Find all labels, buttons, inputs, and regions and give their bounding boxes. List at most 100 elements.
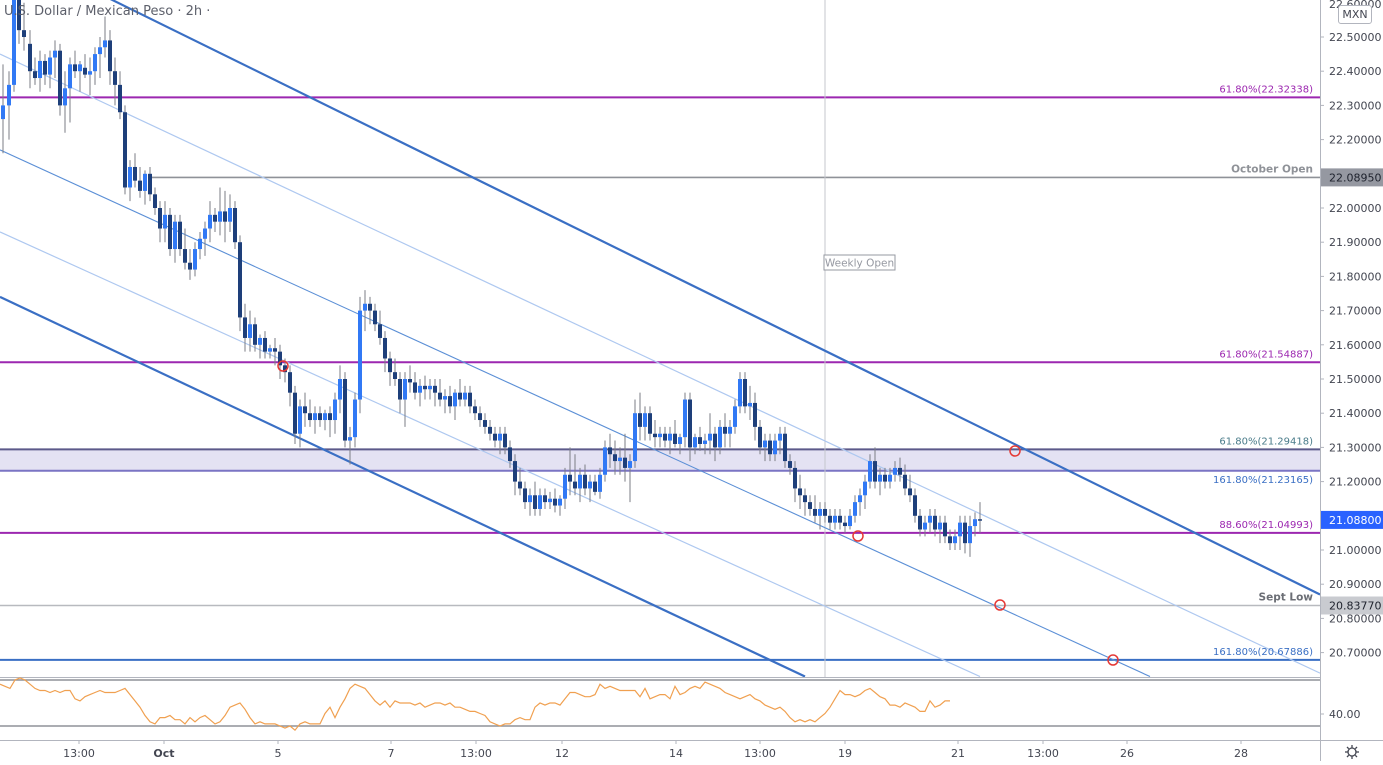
candle [693, 433, 697, 455]
candle [778, 426, 782, 455]
gear-icon[interactable] [1344, 744, 1360, 760]
time-axis[interactable]: 13:00 Oct 5 7 13:00 12 14 13:00 19 21 13:00 26 28 [63, 740, 1248, 760]
candle [58, 43, 62, 116]
candle [173, 214, 177, 263]
price-axis[interactable]: 22.6000022.5000022.4000022.3000022.20000… [1320, 0, 1383, 761]
candle [443, 389, 447, 414]
candle [493, 426, 497, 448]
candle [853, 495, 857, 523]
candle [383, 331, 387, 373]
candle [28, 30, 32, 89]
candle [613, 440, 617, 475]
candle [523, 481, 527, 509]
descending-channel[interactable] [0, 0, 1320, 677]
candle [258, 334, 262, 359]
candle [358, 296, 362, 414]
candle [388, 351, 392, 386]
time-tick: 26 [1120, 747, 1134, 760]
october-open-price-label: 22.08950 [1329, 171, 1382, 184]
channel-line[interactable] [0, 295, 806, 677]
last-price-label: 21.08800 [1329, 514, 1382, 527]
price-tick: 21.60000 [1329, 339, 1382, 352]
candle [578, 467, 582, 503]
candle [83, 54, 87, 79]
sept-low-price-label: 20.83770 [1329, 600, 1382, 613]
candle [178, 214, 182, 256]
candle [968, 515, 972, 557]
time-tick: 28 [1234, 747, 1248, 760]
candle [628, 454, 632, 503]
candle [728, 420, 732, 448]
candle [308, 399, 312, 427]
candle [793, 461, 797, 503]
channel-line[interactable] [0, 149, 1151, 677]
candle [933, 508, 937, 537]
candle [183, 228, 187, 270]
candle [73, 50, 77, 79]
sept-low-label: Sept Low [1259, 592, 1314, 604]
rsi-line [0, 677, 950, 732]
candle [43, 54, 47, 85]
candle [738, 372, 742, 414]
price-tick: 21.50000 [1329, 373, 1382, 386]
candle [168, 208, 172, 256]
time-tick: 19 [838, 747, 852, 760]
candle [438, 379, 442, 407]
horizontal-levels [0, 96, 1320, 661]
candle [748, 385, 752, 421]
time-tick: Oct [153, 747, 174, 760]
currency-badge[interactable]: MXN [1338, 5, 1372, 24]
candle [723, 413, 727, 448]
channel-line[interactable] [0, 53, 1320, 674]
candle [373, 303, 377, 332]
candle [548, 491, 552, 509]
candle [863, 474, 867, 509]
candle [248, 310, 252, 352]
candle [958, 515, 962, 550]
candle [133, 153, 137, 188]
candle [633, 399, 637, 468]
candle [903, 464, 907, 496]
candle [543, 488, 547, 509]
candle [928, 508, 932, 533]
candle [38, 50, 42, 92]
channel-line[interactable] [0, 0, 1320, 596]
candle [213, 208, 217, 232]
candle [818, 502, 822, 530]
candle [353, 392, 357, 448]
candle [413, 372, 417, 400]
weekly-open-line: Weekly Open [823, 0, 896, 677]
candle [113, 57, 117, 106]
candle [503, 426, 507, 455]
fib-label: 161.80%(20.67886) [1213, 647, 1313, 658]
candle [473, 399, 477, 421]
candle [918, 508, 922, 537]
candle [898, 457, 902, 482]
resistance-zone [0, 449, 1320, 471]
candle [363, 290, 367, 332]
candle [683, 392, 687, 448]
candle [238, 235, 242, 332]
candle [158, 201, 162, 243]
price-tick: 20.90000 [1329, 578, 1382, 591]
candle [303, 392, 307, 427]
price-tick: 21.80000 [1329, 270, 1382, 283]
candle [328, 406, 332, 438]
candle [878, 467, 882, 496]
candle [508, 440, 512, 468]
channel-line[interactable] [0, 231, 981, 677]
candle [448, 385, 452, 414]
candle [343, 372, 347, 448]
confluence-marker [994, 599, 1006, 611]
candle [518, 467, 522, 496]
candle [148, 166, 152, 202]
price-tick: 22.00000 [1329, 202, 1382, 215]
price-tick: 22.40000 [1329, 65, 1382, 78]
candle [198, 231, 202, 260]
candle [718, 420, 722, 455]
candle [208, 201, 212, 243]
candle [88, 57, 92, 96]
price-tick: 20.80000 [1329, 612, 1382, 625]
